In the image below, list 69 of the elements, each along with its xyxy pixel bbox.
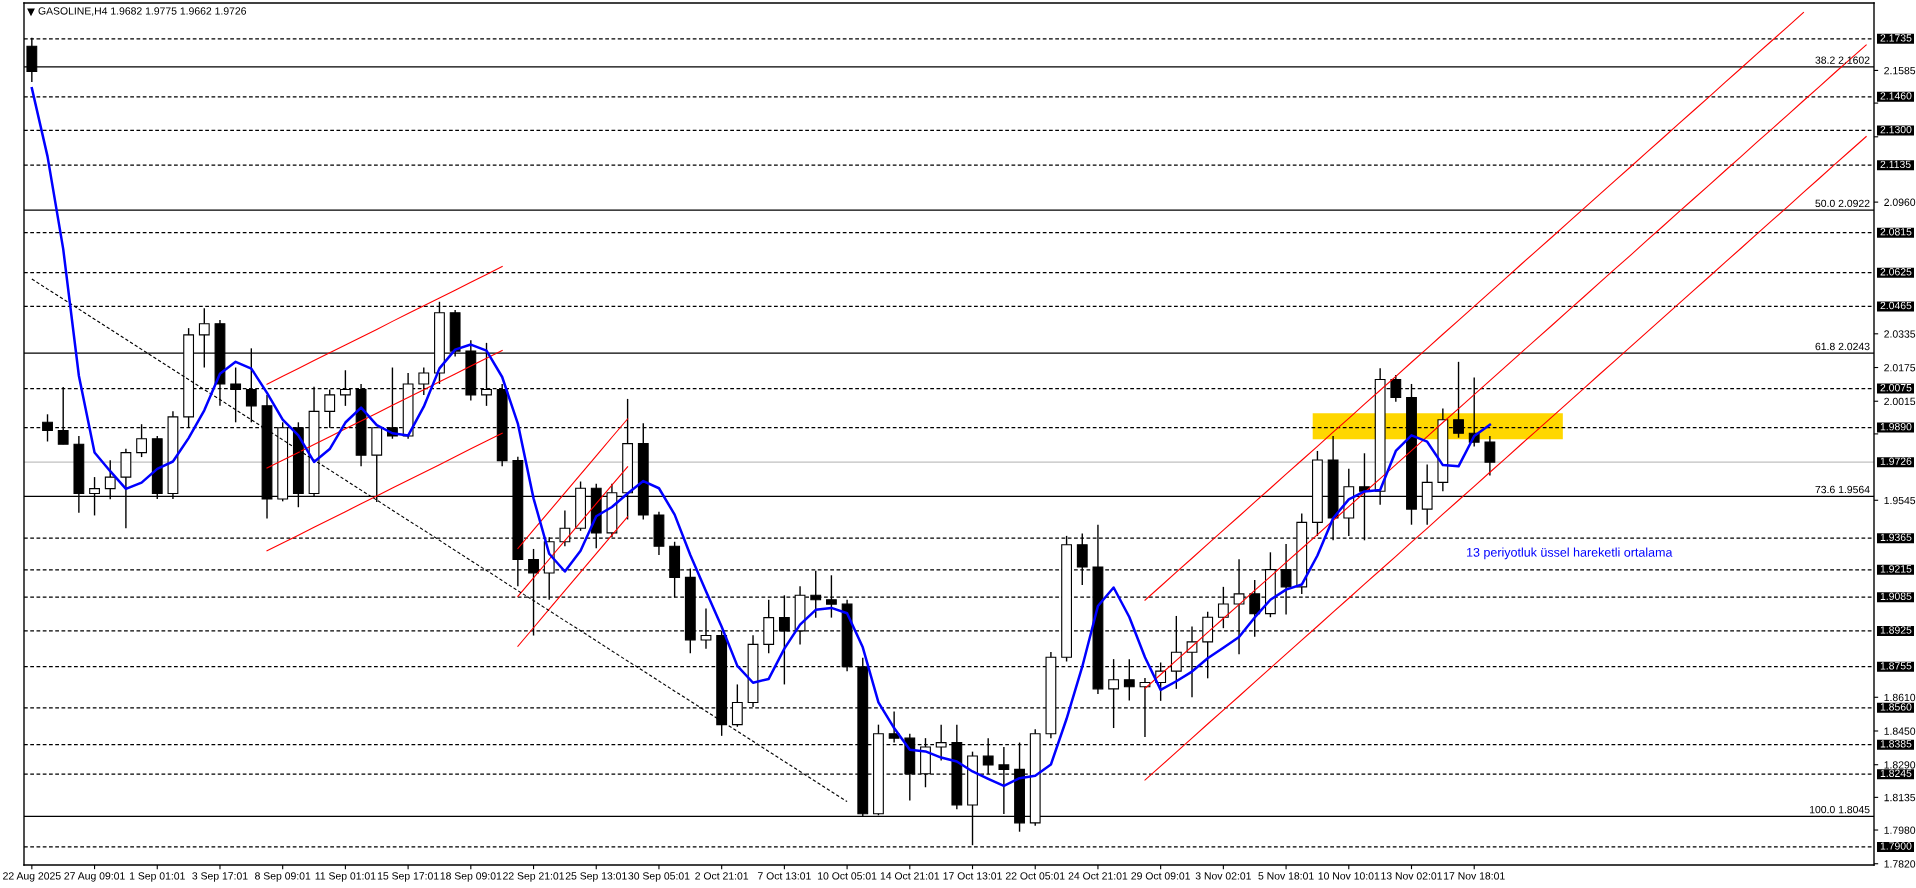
x-tick-label: 24 Oct 21:01	[1068, 872, 1128, 880]
ref-line-label: 2.1135	[1880, 160, 1911, 169]
x-tick-label: 22 Oct 05:01	[1005, 872, 1065, 880]
x-tick-label: 10 Nov 10:01	[1318, 872, 1380, 880]
y-tick-label: 1.8450	[1884, 727, 1916, 735]
x-tick-label: 10 Oct 05:01	[818, 872, 877, 880]
ref-line-label: 2.1460	[1880, 92, 1912, 100]
ref-line-label: 1.9085	[1880, 592, 1912, 600]
x-tick-label: 22 Sep 21:01	[503, 872, 565, 882]
ref-line-label: 1.8560	[1880, 703, 1912, 711]
ref-line-label: 2.1300	[1880, 125, 1912, 134]
ref-line-label: 1.7900	[1880, 842, 1912, 850]
x-tick-label: 1 Sep 01:01	[129, 872, 185, 882]
x-tick-label: 22 Aug 2025	[3, 872, 61, 882]
line-series	[1144, 11, 1805, 601]
y-tick-label: 2.0960	[1884, 198, 1916, 206]
ref-line-label: 2.0815	[1880, 228, 1912, 236]
y-tick-label: 2.0175	[1884, 364, 1916, 372]
x-tick-label: 17 Nov 18:01	[1444, 872, 1505, 880]
x-tick-label: 25 Sep 13:01	[565, 872, 627, 882]
line-series	[517, 466, 629, 597]
x-tick-label: 7 Oct 13:01	[757, 872, 811, 880]
ref-line-label: 1.9215	[1880, 565, 1912, 573]
ref-line-label: 1.9890	[1880, 422, 1912, 431]
ref-line-label: 1.8755	[1880, 662, 1912, 670]
annotation: 13 periyotluk üssel hareketli ortalama	[1467, 547, 1673, 560]
ref-line-label: 73.6 1.9564	[1815, 485, 1870, 494]
line-series	[266, 266, 503, 385]
y-tick-label: 2.0335	[1884, 330, 1916, 338]
y-tick-label: 1.7980	[1884, 826, 1916, 834]
ref-line-label: 2.1735	[1880, 34, 1912, 42]
ref-line-label: 2.0465	[1880, 301, 1912, 310]
ref-line-label: 1.9365	[1880, 533, 1912, 541]
y-tick-label: 1.8610	[1884, 693, 1916, 702]
ref-line-label: 2.0625	[1880, 268, 1912, 276]
ref-line-label: 2.0075	[1880, 384, 1912, 392]
line-series	[517, 516, 629, 647]
line-series	[266, 432, 503, 552]
chart-title: GASOLINE,H4 1.9682 1.9775 1.9662 1.9726	[38, 7, 247, 16]
x-tick-label: 15 Sep 17:01	[377, 872, 439, 882]
x-tick-label: 11 Sep 01:01	[315, 872, 376, 882]
x-tick-label: 5 Nov 18:01	[1258, 872, 1314, 880]
y-tick-label: 1.8135	[1884, 793, 1916, 802]
y-tick-label: 1.8290	[1884, 761, 1916, 769]
candlestick	[1484, 435, 1496, 477]
x-tick-label: 2 Oct 21:01	[695, 872, 749, 880]
y-tick-label: 1.9545	[1884, 496, 1916, 505]
line-series	[517, 418, 629, 550]
x-tick-label: 30 Sep 05:01	[628, 872, 690, 882]
y-tick-label: 2.1585	[1884, 66, 1916, 75]
ref-line-label: 1.8925	[1880, 626, 1912, 634]
x-tick-label: 3 Sep 17:01	[192, 872, 248, 882]
x-tick-label: 3 Nov 02:01	[1195, 872, 1251, 880]
ref-line-label: 50.0 2.0922	[1815, 199, 1870, 208]
x-tick-label: 13 Nov 02:01	[1381, 872, 1442, 880]
x-tick-label: 18 Sep 09:01	[440, 872, 502, 882]
x-tick-label: 27 Aug 09:01	[64, 872, 125, 882]
y-tick-label: 2.0015	[1884, 397, 1916, 406]
ref-line-label: 1.9726	[1880, 457, 1912, 465]
y-tick-label: 1.7820	[1884, 860, 1916, 868]
x-tick-label: 17 Oct 13:01	[943, 872, 1002, 880]
ref-line-label: 1.8385	[1880, 740, 1912, 748]
line-series	[266, 349, 503, 469]
x-tick-label: 14 Oct 21:01	[880, 872, 940, 880]
ref-line-label: 61.8 2.0243	[1815, 342, 1870, 351]
x-tick-label: 29 Oct 09:01	[1131, 872, 1190, 880]
ref-line-label: 1.8245	[1880, 769, 1912, 777]
x-tick-label: 8 Sep 09:01	[255, 872, 311, 882]
ref-line-label: 100.0 1.8045	[1809, 805, 1870, 814]
